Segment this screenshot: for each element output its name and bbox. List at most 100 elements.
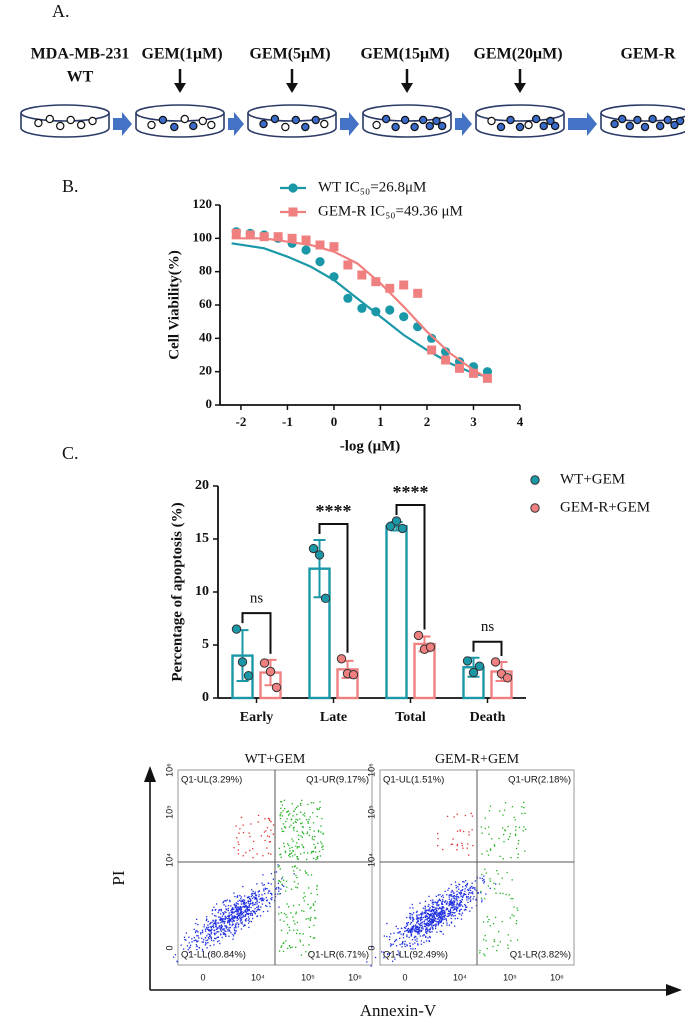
event-dot <box>203 926 205 928</box>
event-dot <box>427 923 429 925</box>
cell <box>170 122 179 132</box>
event-dot <box>442 919 444 921</box>
event-dot <box>232 938 234 940</box>
event-dot <box>253 896 255 898</box>
event-dot <box>230 908 233 910</box>
event-dot <box>238 915 240 917</box>
event-dot <box>237 923 240 926</box>
event-dot <box>489 848 492 850</box>
event-dot <box>459 904 461 907</box>
event-dot <box>415 927 417 930</box>
event-dot <box>437 912 440 914</box>
event-dot <box>446 894 448 896</box>
data-point <box>357 303 367 313</box>
event-dot <box>395 945 398 947</box>
event-dot <box>239 894 241 897</box>
event-dot <box>416 921 418 923</box>
event-dot <box>289 847 291 849</box>
event-dot <box>252 902 254 904</box>
event-dot <box>215 915 217 917</box>
event-dot <box>316 885 318 887</box>
event-dot <box>442 900 444 902</box>
event-dot <box>307 903 309 906</box>
event-dot <box>241 899 243 902</box>
event-dot <box>236 896 238 898</box>
event-dot <box>288 945 291 947</box>
event-dot <box>456 844 458 847</box>
event-dot <box>299 818 301 820</box>
event-dot <box>308 818 310 821</box>
event-dot <box>458 883 460 885</box>
cell <box>618 114 627 124</box>
event-dot <box>447 910 450 912</box>
event-dot <box>231 921 233 923</box>
event-dot <box>429 906 431 909</box>
event-dot <box>322 845 324 847</box>
event-dot <box>432 913 435 916</box>
event-dot <box>251 892 253 895</box>
event-dot <box>440 914 442 916</box>
event-dot <box>243 906 245 909</box>
event-dot <box>460 890 462 892</box>
event-dot <box>409 917 411 919</box>
event-dot <box>424 916 427 918</box>
event-dot <box>417 944 419 946</box>
event-dot <box>236 916 239 918</box>
event-dot <box>472 893 474 895</box>
event-dot <box>426 924 428 927</box>
event-dot <box>282 823 285 825</box>
event-dot <box>237 841 239 843</box>
event-dot <box>301 844 303 846</box>
event-dot <box>240 913 243 916</box>
event-dot <box>239 905 241 908</box>
event-dot <box>412 943 414 945</box>
event-dot <box>221 921 223 923</box>
event-dot <box>464 905 467 907</box>
event-dot <box>446 924 448 926</box>
event-dot <box>262 874 264 876</box>
event-dot <box>404 927 407 929</box>
event-dot <box>294 865 297 867</box>
event-dot <box>217 911 219 914</box>
event-dot <box>313 857 315 860</box>
event-dot <box>416 915 418 917</box>
event-dot <box>381 951 383 953</box>
event-dot <box>250 914 252 916</box>
event-dot <box>437 905 440 907</box>
event-dot <box>470 896 472 898</box>
event-dot <box>200 933 202 935</box>
event-dot <box>521 812 523 815</box>
event-dot <box>229 899 231 902</box>
event-dot <box>410 935 413 937</box>
event-dot <box>258 890 260 892</box>
event-dot <box>297 846 299 848</box>
event-dot <box>471 907 473 909</box>
event-dot <box>388 936 391 938</box>
event-dot <box>237 926 240 928</box>
event-dot <box>296 830 298 833</box>
event-dot <box>215 919 217 922</box>
event-dot <box>298 838 300 841</box>
event-dot <box>428 940 430 942</box>
event-dot <box>524 812 526 815</box>
event-dot <box>467 843 469 845</box>
panel-label: A. <box>52 1 70 21</box>
event-dot <box>451 901 454 903</box>
y-tick-label: 10⁴ <box>164 853 174 867</box>
event-dot <box>309 919 311 921</box>
event-dot <box>234 932 236 934</box>
legend-label: WT IC₅₀=26.8μM <box>318 179 426 195</box>
event-dot <box>254 896 256 899</box>
event-dot <box>188 947 190 949</box>
x-tick-label: 10⁴ <box>453 972 467 982</box>
event-dot <box>426 917 429 919</box>
event-dot <box>233 920 235 922</box>
event-dot <box>465 895 468 898</box>
event-dot <box>507 838 510 841</box>
event-dot <box>412 925 414 928</box>
event-dot <box>434 927 437 930</box>
y-tick-label: 10⁶ <box>366 763 376 777</box>
event-dot <box>423 923 426 925</box>
event-dot <box>397 928 399 930</box>
event-dot <box>432 914 434 917</box>
